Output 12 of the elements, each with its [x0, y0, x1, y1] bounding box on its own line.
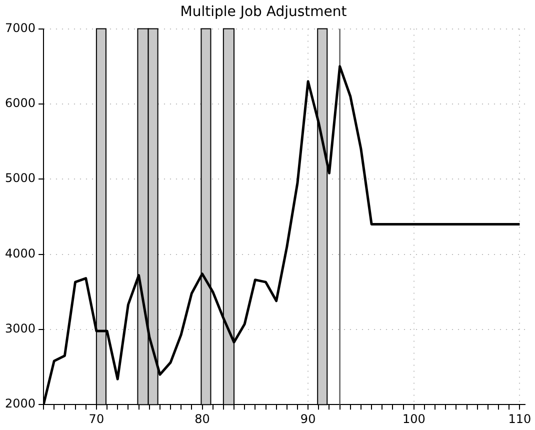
y-tick-label: 4000 [4, 246, 36, 260]
x-tick-label: 70 [88, 412, 104, 426]
chart-title: Multiple Job Adjustment [180, 4, 348, 20]
x-tick-label: 80 [194, 412, 210, 426]
y-tick-label: 2000 [4, 396, 36, 411]
x-tick-label: 90 [300, 412, 316, 426]
y-tick-label: 6000 [4, 96, 36, 110]
y-tick-label: 3000 [4, 322, 36, 336]
y-tick-label: 7000 [4, 20, 36, 35]
x-tick-label: 100 [402, 412, 426, 426]
y-tick-label: 5000 [4, 171, 36, 186]
x-tick-label: 110 [508, 412, 532, 426]
